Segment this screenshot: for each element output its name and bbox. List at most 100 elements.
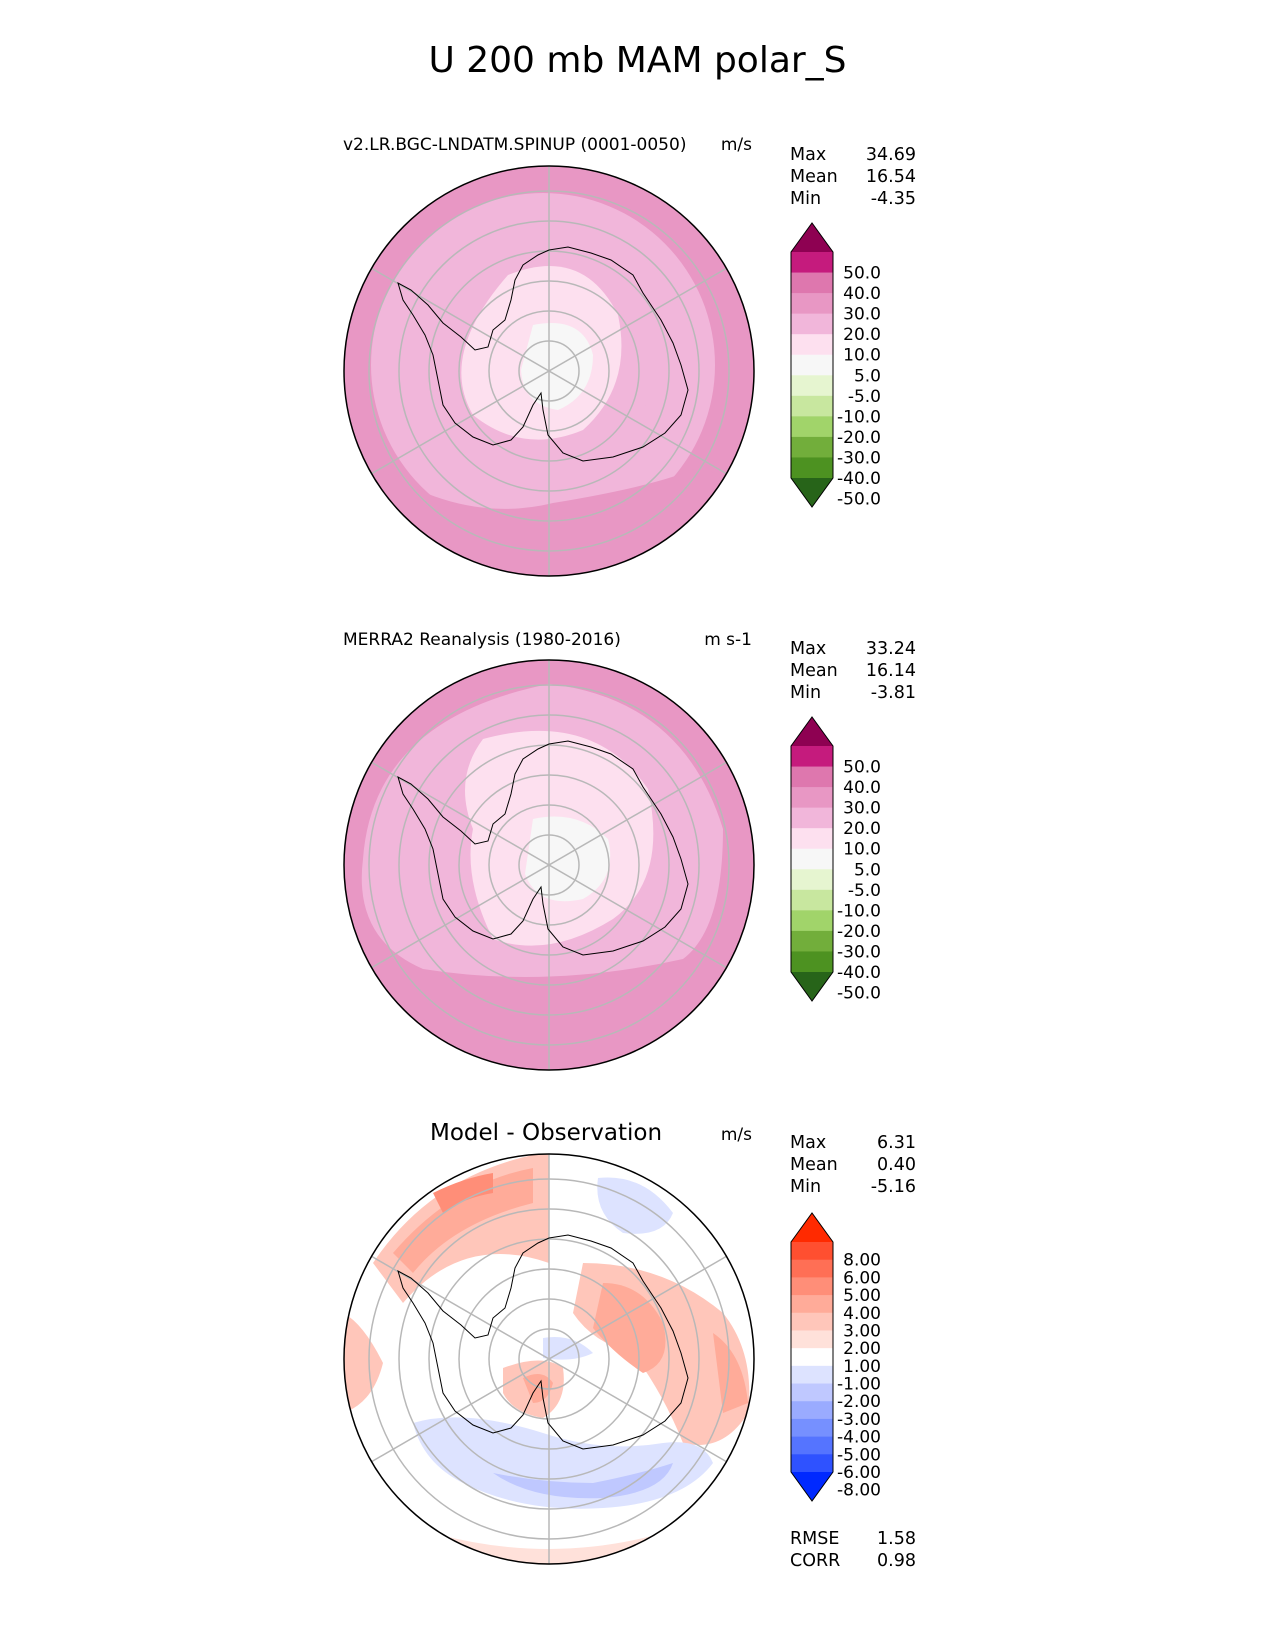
diff-colorbar: 8.006.005.004.003.002.001.00-1.00-2.00-3… [790, 1212, 881, 1502]
colorbar-tick-label: -1.00 [837, 1375, 881, 1395]
diff-stats: Max 6.31 Mean 0.40 Min -5.16 [790, 1132, 916, 1198]
colorbar-extend-max [791, 1213, 833, 1242]
colorbar-tick-label: -20.0 [837, 922, 881, 942]
colorbar-tick-label: 5.00 [843, 1286, 881, 1306]
colorbar-tick-label: -6.00 [837, 1463, 881, 1483]
colorbar-segment [791, 828, 833, 850]
test-stats: Max 34.69 Mean 16.54 Min -4.35 [790, 144, 916, 210]
colorbar-tick-label: 8.00 [843, 1251, 881, 1271]
colorbar-segment [791, 252, 833, 274]
stat-min: Min -4.35 [790, 189, 916, 209]
colorbar-segment [791, 930, 833, 952]
colorbar-tick-label: -10.0 [837, 901, 881, 921]
colorbar-tick-label: 5.0 [854, 366, 881, 386]
lon-lines [370, 660, 728, 1070]
colorbar-segment [791, 951, 833, 973]
colorbar-segment [791, 375, 833, 397]
antarctica-coastline [397, 1234, 689, 1450]
colorbar-segment [791, 787, 833, 809]
test-units: m/s [720, 135, 752, 155]
colorbar-segment [791, 1348, 833, 1367]
colorbar-tick-label: 10.0 [843, 346, 881, 366]
colorbar-tick-label: -40.0 [837, 963, 881, 983]
colorbar-segment [791, 766, 833, 788]
colorbar-segment [791, 272, 833, 294]
colorbar-tick-label: 40.0 [843, 778, 881, 798]
colorbar-segment [791, 910, 833, 932]
colorbar-tick-label: 20.0 [843, 819, 881, 839]
colorbar-segment [791, 1259, 833, 1278]
colorbar-tick-label: 30.0 [843, 305, 881, 325]
colorbar-segment [791, 889, 833, 911]
stat-mean: Mean 0.40 [790, 1155, 916, 1175]
colorbar-tick-label: 2.00 [843, 1339, 881, 1359]
diff-polar-map [343, 1153, 755, 1565]
colorbar-segment [791, 416, 833, 438]
colorbar-tick-label: -30.0 [837, 448, 881, 468]
colorbar-tick-label: -4.00 [837, 1428, 881, 1448]
stat-rmse: RMSE 1.58 [790, 1529, 916, 1549]
colorbar-tick-label: 4.00 [843, 1304, 881, 1324]
colorbar-tick-label: -20.0 [837, 428, 881, 448]
colorbar-tick-label: 20.0 [843, 325, 881, 345]
colorbar-tick-label: -50.0 [837, 490, 881, 510]
colorbar-segment [791, 1383, 833, 1402]
ref-colorbar: 50.040.030.020.010.05.0-5.0-10.0-20.0-30… [790, 716, 881, 1004]
colorbar-extend-min [791, 478, 833, 507]
colorbar-tick-label: -3.00 [837, 1410, 881, 1430]
colorbar-tick-label: -2.00 [837, 1392, 881, 1412]
colorbar-tick-label: -10.0 [837, 407, 881, 427]
antarctica-coastline [397, 740, 689, 956]
colorbar-segment [791, 807, 833, 829]
stat-corr: CORR 0.98 [790, 1551, 916, 1571]
colorbar-segment [791, 1295, 833, 1314]
colorbar-tick-label: -5.0 [848, 881, 881, 901]
stat-max: Max 34.69 [790, 145, 916, 165]
colorbar-extend-max [791, 717, 833, 746]
diff-units: m/s [720, 1125, 752, 1145]
lon-lines [370, 166, 728, 576]
stat-mean: Mean 16.14 [790, 661, 916, 681]
colorbar-tick-label: 50.0 [843, 264, 881, 284]
colorbar-tick-label: -50.0 [837, 984, 881, 1004]
colorbar-segment [791, 1312, 833, 1331]
colorbar-extend-max [791, 223, 833, 252]
ref-units: m s-1 [704, 630, 752, 650]
colorbar-segment [791, 354, 833, 376]
stat-mean: Mean 16.54 [790, 167, 916, 187]
colorbar-tick-label: 40.0 [843, 284, 881, 304]
colorbar-segment [791, 395, 833, 417]
colorbar-segment [791, 334, 833, 356]
colorbar-tick-label: 5.0 [854, 860, 881, 880]
ref-polar-map [343, 659, 755, 1071]
colorbar-segment [791, 1436, 833, 1455]
colorbar-segment [791, 1330, 833, 1349]
diff-extra-stats: RMSE 1.58 CORR 0.98 [790, 1528, 916, 1572]
colorbar-extend-min [791, 972, 833, 1001]
colorbar-segment [791, 1418, 833, 1438]
colorbar-segment [791, 746, 833, 768]
colorbar-segment [791, 1401, 833, 1420]
stat-max: Max 33.24 [790, 639, 916, 659]
ref-panel-title: MERRA2 Reanalysis (1980-2016) [343, 630, 621, 650]
colorbar-tick-label: 1.00 [843, 1357, 881, 1377]
antarctica-coastline [397, 246, 689, 462]
test-colorbar: 50.040.030.020.010.05.0-5.0-10.0-20.0-30… [790, 222, 881, 510]
stat-max: Max 6.31 [790, 1133, 916, 1153]
colorbar-tick-label: 50.0 [843, 758, 881, 778]
colorbar-tick-label: -5.00 [837, 1445, 881, 1465]
stat-min: Min -5.16 [790, 1177, 916, 1197]
figure-title: U 200 mb MAM polar_S [428, 40, 847, 81]
colorbar-tick-label: -5.0 [848, 387, 881, 407]
ref-stats: Max 33.24 Mean 16.14 Min -3.81 [790, 638, 916, 704]
colorbar-segment [791, 1454, 833, 1473]
colorbar-segment [791, 457, 833, 479]
colorbar-tick-label: -8.00 [837, 1481, 881, 1501]
test-polar-map [343, 165, 755, 577]
colorbar-segment [791, 1365, 833, 1385]
test-panel-title: v2.LR.BGC-LNDATM.SPINUP (0001-0050) [343, 135, 687, 155]
colorbar-segment [791, 313, 833, 335]
colorbar-segment [791, 293, 833, 315]
colorbar-segment [791, 869, 833, 891]
colorbar-tick-label: 10.0 [843, 840, 881, 860]
